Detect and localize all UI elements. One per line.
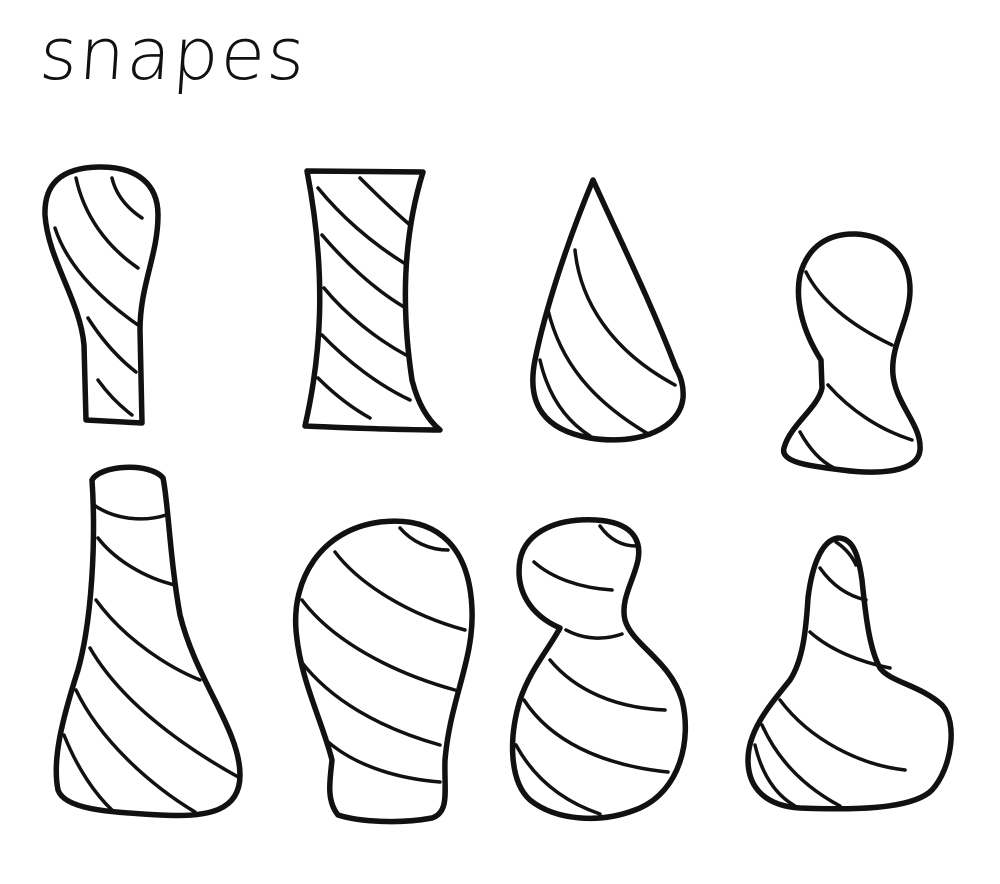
shape-pointed-flask	[745, 535, 954, 812]
shape-rounded-top-column	[42, 164, 161, 426]
shape-small-bulb	[781, 231, 923, 475]
shape-hourglass-column	[302, 168, 443, 433]
shape-cone	[530, 177, 686, 443]
shape-tall-flask	[53, 464, 243, 819]
shape-barrel-vase	[292, 518, 475, 825]
shape-double-bulb-vase	[509, 517, 689, 821]
